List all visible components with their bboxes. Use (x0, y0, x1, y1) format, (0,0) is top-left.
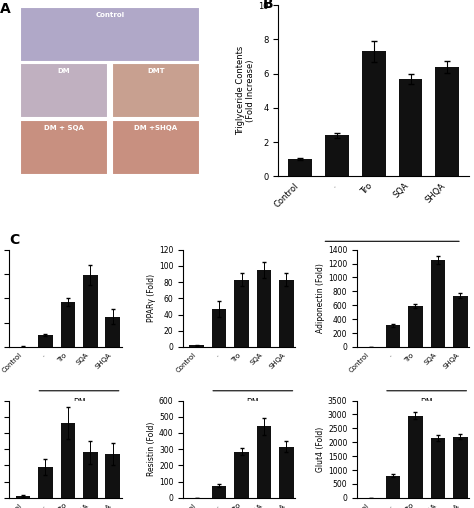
FancyBboxPatch shape (112, 120, 200, 175)
Text: Control: Control (95, 12, 124, 18)
Bar (453, 437, 467, 498)
Bar (190, 345, 204, 347)
Text: DM: DM (73, 398, 85, 406)
Bar (61, 302, 75, 347)
Bar (279, 279, 294, 347)
Bar (386, 326, 400, 347)
Bar (61, 423, 75, 498)
FancyBboxPatch shape (19, 120, 108, 175)
Text: DM: DM (57, 69, 70, 74)
Y-axis label: Adiponectin (Fold): Adiponectin (Fold) (316, 263, 325, 333)
Bar (386, 475, 400, 498)
Bar (257, 270, 271, 347)
Text: DM + SQA: DM + SQA (44, 125, 83, 131)
Text: C: C (9, 233, 20, 247)
Bar (430, 260, 445, 347)
Y-axis label: Triglyceride Contents
(Fold Increase): Triglyceride Contents (Fold Increase) (236, 46, 255, 135)
Bar (212, 486, 227, 498)
Bar (105, 316, 120, 347)
Bar (408, 306, 423, 347)
Y-axis label: PPARγ (Fold): PPARγ (Fold) (147, 274, 156, 323)
Text: DM: DM (246, 398, 259, 406)
Text: DM +SHQA: DM +SHQA (134, 125, 177, 131)
FancyBboxPatch shape (112, 64, 200, 118)
Y-axis label: Resistin (Fold): Resistin (Fold) (147, 422, 156, 477)
Bar (399, 79, 422, 176)
Text: DM: DM (420, 398, 433, 406)
Bar (430, 438, 445, 498)
Bar (38, 335, 53, 347)
Bar (279, 447, 294, 498)
Bar (257, 426, 271, 498)
Text: B: B (263, 0, 274, 11)
Text: A: A (0, 2, 10, 16)
Bar (325, 135, 349, 176)
Bar (105, 454, 120, 498)
Y-axis label: Glut4 (Fold): Glut4 (Fold) (316, 427, 325, 472)
FancyBboxPatch shape (19, 7, 200, 61)
Bar (408, 416, 423, 498)
Bar (234, 279, 249, 347)
FancyBboxPatch shape (19, 64, 108, 118)
Bar (453, 296, 467, 347)
Bar (83, 453, 98, 498)
Bar (16, 496, 30, 498)
Bar (83, 275, 98, 347)
Text: DM: DM (385, 251, 399, 261)
Bar (362, 51, 386, 176)
Bar (234, 452, 249, 498)
Bar (38, 467, 53, 498)
Bar (212, 309, 227, 347)
Text: DMT: DMT (147, 69, 164, 74)
Bar (289, 159, 312, 176)
Bar (435, 67, 459, 176)
